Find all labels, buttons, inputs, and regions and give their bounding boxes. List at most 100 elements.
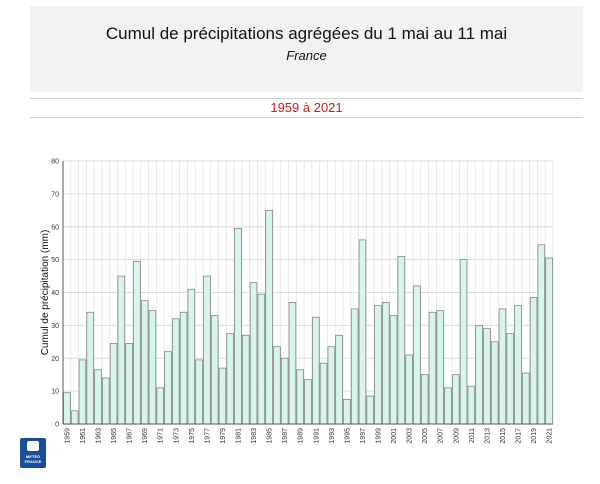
meteo-france-logo-text: METEO FRANCE xyxy=(20,454,46,464)
bar xyxy=(265,209,273,425)
x-tick-label: 1987 xyxy=(282,428,289,444)
y-tick-label: 20 xyxy=(51,356,59,363)
bar xyxy=(78,359,87,425)
bar xyxy=(529,297,538,425)
x-tick-label: 2007 xyxy=(438,428,445,444)
bar xyxy=(475,325,483,425)
bar xyxy=(413,285,421,425)
x-tick-label: 2001 xyxy=(391,428,398,444)
bar xyxy=(498,308,507,425)
x-tick-label: 2009 xyxy=(453,428,460,444)
bar xyxy=(133,260,141,425)
logo-line-2: FRANCE xyxy=(24,459,42,464)
x-tick-label: 1981 xyxy=(236,428,243,444)
bar xyxy=(70,410,79,425)
bar xyxy=(242,334,250,425)
bar xyxy=(319,362,328,425)
bar xyxy=(506,333,514,425)
x-tick-label: 2011 xyxy=(469,428,476,443)
bar xyxy=(389,315,398,425)
period-label: 1959 à 2021 xyxy=(270,100,343,115)
bar xyxy=(296,369,304,425)
y-tick-label: 40 xyxy=(51,290,59,297)
bar xyxy=(405,354,413,425)
bar xyxy=(226,333,234,425)
bar xyxy=(350,308,359,425)
bar xyxy=(545,257,553,425)
bar xyxy=(483,328,491,425)
x-tick-label: 1979 xyxy=(220,428,227,444)
bar xyxy=(109,343,118,425)
y-axis-label: Cumul de précipitation (mm) xyxy=(40,230,51,356)
bar xyxy=(312,316,320,425)
bar xyxy=(148,310,157,425)
x-tick-label: 2021 xyxy=(547,428,554,444)
bar xyxy=(94,369,102,425)
bar xyxy=(140,300,149,425)
x-tick-label: 1989 xyxy=(298,428,305,444)
bar xyxy=(125,343,133,425)
y-tick-label: 10 xyxy=(51,389,59,396)
chart-subtitle: France xyxy=(286,48,327,63)
bar xyxy=(234,228,242,425)
header-panel: Cumul de précipitations agrégées du 1 ma… xyxy=(30,6,583,92)
bar xyxy=(117,275,126,425)
bar xyxy=(257,293,266,425)
x-tick-label: 1985 xyxy=(267,428,274,444)
x-tick-label: 1959 xyxy=(64,428,71,444)
bar xyxy=(304,379,312,425)
x-tick-label: 1961 xyxy=(80,428,87,444)
x-tick-label: 1977 xyxy=(204,428,211,444)
bar xyxy=(343,398,351,425)
bar xyxy=(273,346,281,425)
bar xyxy=(514,305,522,425)
bar xyxy=(203,275,211,425)
bar xyxy=(452,374,460,425)
bar xyxy=(490,341,499,425)
y-tick-label: 70 xyxy=(51,191,59,198)
chart-title: Cumul de précipitations agrégées du 1 ma… xyxy=(105,24,508,43)
x-tick-label: 1991 xyxy=(313,428,320,444)
bar xyxy=(218,367,227,425)
bar xyxy=(179,311,188,425)
x-tick-label: 1993 xyxy=(329,428,336,444)
bar xyxy=(366,395,374,425)
meteo-france-logo-mark xyxy=(27,441,39,451)
bar xyxy=(537,244,546,425)
bar xyxy=(156,387,164,425)
bar xyxy=(280,357,289,425)
y-tick-label: 60 xyxy=(51,224,59,231)
bar xyxy=(467,385,476,425)
bar xyxy=(86,311,94,425)
period-bar: 1959 à 2021 xyxy=(30,98,583,118)
x-tick-label: 1975 xyxy=(189,428,196,444)
x-tick-label: 1999 xyxy=(376,428,383,444)
bar xyxy=(335,334,343,425)
x-tick-label: 1967 xyxy=(127,428,134,444)
x-tick-label: 2017 xyxy=(516,428,523,444)
bar xyxy=(358,239,367,425)
bar xyxy=(172,318,180,425)
y-tick-label: 0 xyxy=(55,422,59,429)
x-tick-label: 1995 xyxy=(344,428,351,444)
x-tick-label: 1963 xyxy=(96,428,103,444)
bar xyxy=(522,372,530,425)
x-tick-label: 2015 xyxy=(500,428,507,444)
x-tick-label: 2003 xyxy=(407,428,414,444)
bar xyxy=(288,302,297,425)
bar xyxy=(249,282,258,425)
bar xyxy=(63,392,71,425)
bar xyxy=(420,374,429,425)
x-tick-label: 2013 xyxy=(484,428,491,444)
bar xyxy=(187,288,196,425)
x-tick-label: 1965 xyxy=(111,428,118,444)
meteo-france-logo: METEO FRANCE xyxy=(20,438,46,468)
bar xyxy=(164,351,172,425)
x-tick-label: 1969 xyxy=(142,428,149,444)
x-tick-label: 1973 xyxy=(173,428,180,444)
bar xyxy=(195,359,203,425)
bar xyxy=(459,259,468,425)
bar xyxy=(102,377,110,425)
bar xyxy=(444,387,452,425)
